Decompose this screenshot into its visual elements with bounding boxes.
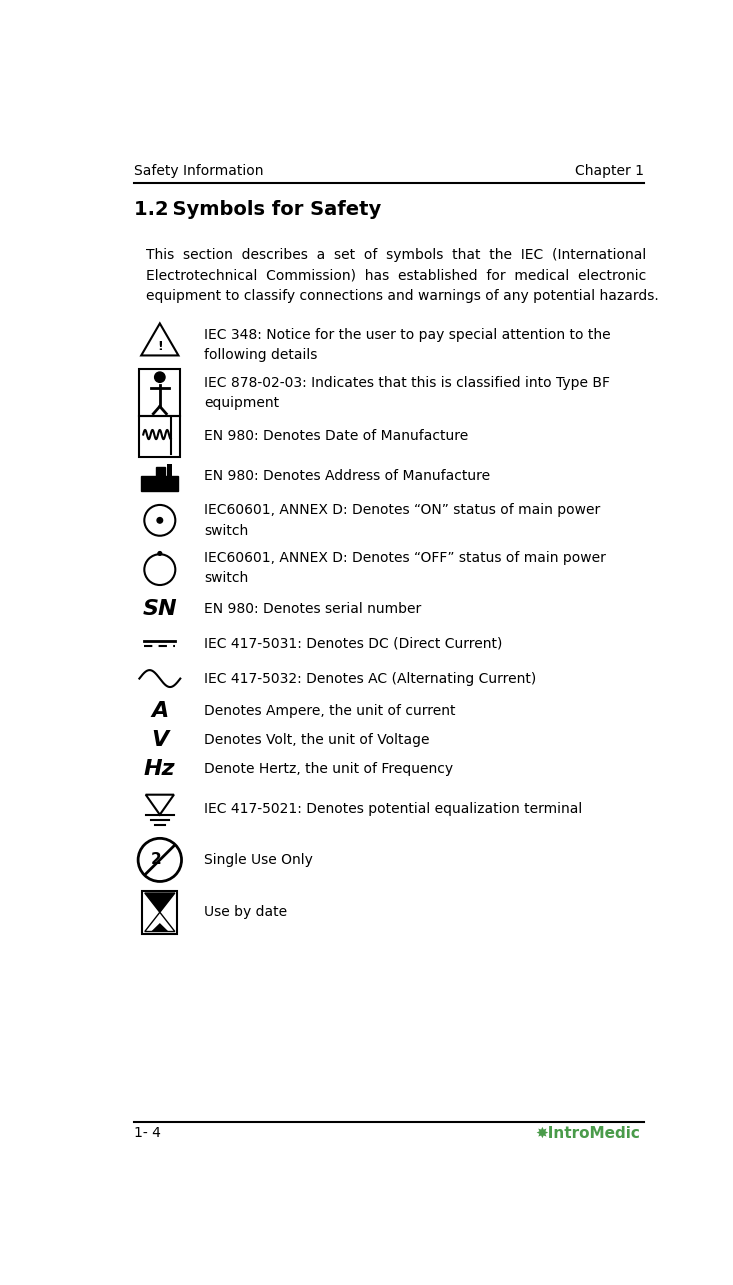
Text: V: V bbox=[151, 730, 169, 749]
Text: IEC 348: Notice for the user to pay special attention to the: IEC 348: Notice for the user to pay spec… bbox=[204, 328, 611, 342]
Text: Use by date: Use by date bbox=[204, 905, 287, 919]
Text: 1- 4: 1- 4 bbox=[134, 1126, 161, 1140]
Text: 1.2 Symbols for Safety: 1.2 Symbols for Safety bbox=[134, 200, 381, 220]
Text: !: ! bbox=[157, 341, 163, 353]
Polygon shape bbox=[151, 923, 169, 932]
Text: Denotes Volt, the unit of Voltage: Denotes Volt, the unit of Voltage bbox=[204, 732, 430, 747]
Circle shape bbox=[158, 551, 162, 555]
Polygon shape bbox=[145, 893, 175, 912]
Text: This  section  describes  a  set  of  symbols  that  the  IEC  (International: This section describes a set of symbols … bbox=[146, 248, 646, 262]
Bar bbox=[139, 369, 180, 415]
Text: Chapter 1: Chapter 1 bbox=[575, 164, 644, 179]
Text: equipment to classify connections and warnings of any potential hazards.: equipment to classify connections and wa… bbox=[146, 289, 659, 303]
Circle shape bbox=[157, 518, 163, 523]
Text: switch: switch bbox=[204, 572, 248, 586]
Text: Electrotechnical  Commission)  has  established  for  medical  electronic: Electrotechnical Commission) has establi… bbox=[146, 269, 646, 283]
Text: ✸IntroMedic: ✸IntroMedic bbox=[535, 1126, 641, 1140]
Text: switch: switch bbox=[204, 524, 248, 537]
Text: EN 980: Denotes serial number: EN 980: Denotes serial number bbox=[204, 603, 421, 617]
Circle shape bbox=[155, 371, 165, 383]
Text: following details: following details bbox=[204, 348, 317, 362]
Text: SN: SN bbox=[142, 599, 177, 619]
Text: IEC 878-02-03: Indicates that this is classified into Type BF: IEC 878-02-03: Indicates that this is cl… bbox=[204, 375, 610, 389]
Text: IEC 417-5031: Denotes DC (Direct Current): IEC 417-5031: Denotes DC (Direct Current… bbox=[204, 637, 502, 651]
Bar bbox=[142, 891, 177, 934]
Text: EN 980: Denotes Address of Manufacture: EN 980: Denotes Address of Manufacture bbox=[204, 469, 490, 483]
Text: Denote Hertz, the unit of Frequency: Denote Hertz, the unit of Frequency bbox=[204, 762, 453, 776]
Polygon shape bbox=[141, 468, 178, 491]
Text: Single Use Only: Single Use Only bbox=[204, 853, 313, 867]
Text: Denotes Ampere, the unit of current: Denotes Ampere, the unit of current bbox=[204, 703, 455, 717]
Text: 2: 2 bbox=[151, 852, 162, 867]
Text: EN 980: Denotes Date of Manufacture: EN 980: Denotes Date of Manufacture bbox=[204, 429, 468, 443]
Bar bbox=[139, 416, 180, 456]
Text: IEC 417-5032: Denotes AC (Alternating Current): IEC 417-5032: Denotes AC (Alternating Cu… bbox=[204, 672, 537, 686]
Text: Safety Information: Safety Information bbox=[134, 164, 264, 179]
Bar bbox=[167, 464, 172, 477]
Text: IEC60601, ANNEX D: Denotes “ON” status of main power: IEC60601, ANNEX D: Denotes “ON” status o… bbox=[204, 504, 600, 518]
Text: equipment: equipment bbox=[204, 396, 279, 410]
Text: IEC60601, ANNEX D: Denotes “OFF” status of main power: IEC60601, ANNEX D: Denotes “OFF” status … bbox=[204, 551, 606, 565]
Text: A: A bbox=[151, 700, 169, 721]
Text: IEC 417-5021: Denotes potential equalization terminal: IEC 417-5021: Denotes potential equaliza… bbox=[204, 802, 582, 816]
Text: Hz: Hz bbox=[144, 759, 176, 779]
